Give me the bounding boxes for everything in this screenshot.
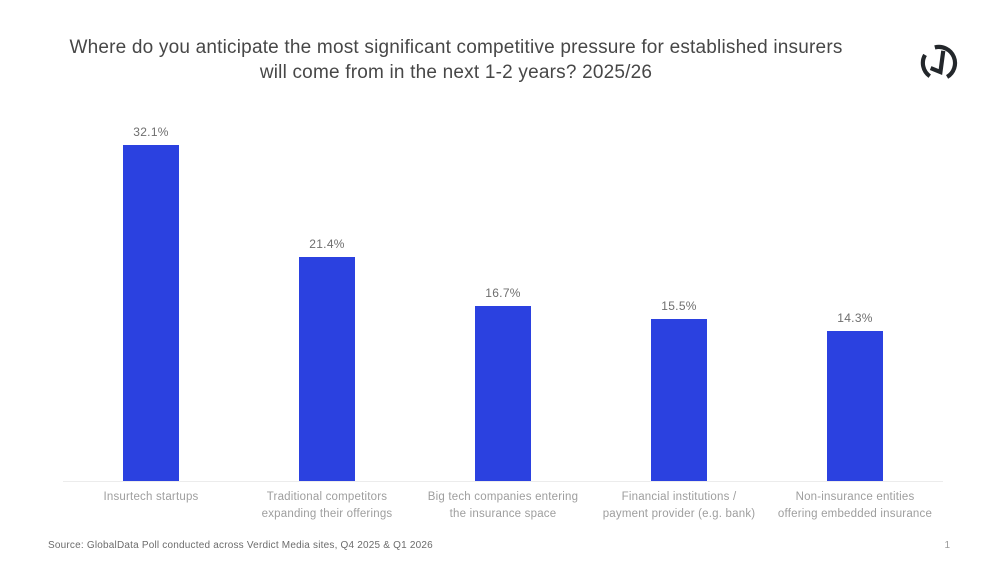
- bar-column: 15.5%: [591, 118, 767, 481]
- category-label: Financial institutions / payment provide…: [602, 491, 756, 520]
- bar-column: 32.1%: [63, 118, 239, 481]
- category-label: Insurtech startups: [103, 491, 199, 503]
- bar-value-label: 21.4%: [309, 237, 345, 251]
- bar: [123, 145, 179, 481]
- bar: [299, 257, 355, 481]
- bar-value-label: 15.5%: [661, 299, 697, 313]
- bar-column: 21.4%: [239, 118, 415, 481]
- bar-column: 16.7%: [415, 118, 591, 481]
- category-label: Non-insurance entities offering embedded…: [777, 491, 933, 520]
- page-title-line-2: will come from in the next 1-2 years? 20…: [259, 62, 653, 83]
- page-title: Where do you anticipate the most signifi…: [16, 35, 896, 85]
- globaldata-logo-icon: [920, 44, 958, 82]
- bar: [827, 331, 883, 481]
- bar-value-label: 14.3%: [837, 311, 873, 325]
- bar-value-label: 32.1%: [133, 125, 169, 139]
- page-title-line-1: Where do you anticipate the most signifi…: [69, 37, 843, 58]
- bar-value-label: 16.7%: [485, 286, 521, 300]
- bar-column: 14.3%: [767, 118, 943, 481]
- category-label: Traditional competitors expanding their …: [261, 491, 393, 520]
- bar: [475, 306, 531, 481]
- page-number: 1: [944, 540, 950, 551]
- category-axis: Insurtech startups Traditional competitor…: [63, 489, 943, 523]
- bar: [651, 319, 707, 481]
- category-label: Big tech companies entering the insuranc…: [427, 491, 579, 520]
- source-note: Source: GlobalData Poll conducted across…: [48, 540, 433, 551]
- bar-chart-plot-area: 32.1% 21.4% 16.7% 15.5% 14.3%: [63, 118, 943, 482]
